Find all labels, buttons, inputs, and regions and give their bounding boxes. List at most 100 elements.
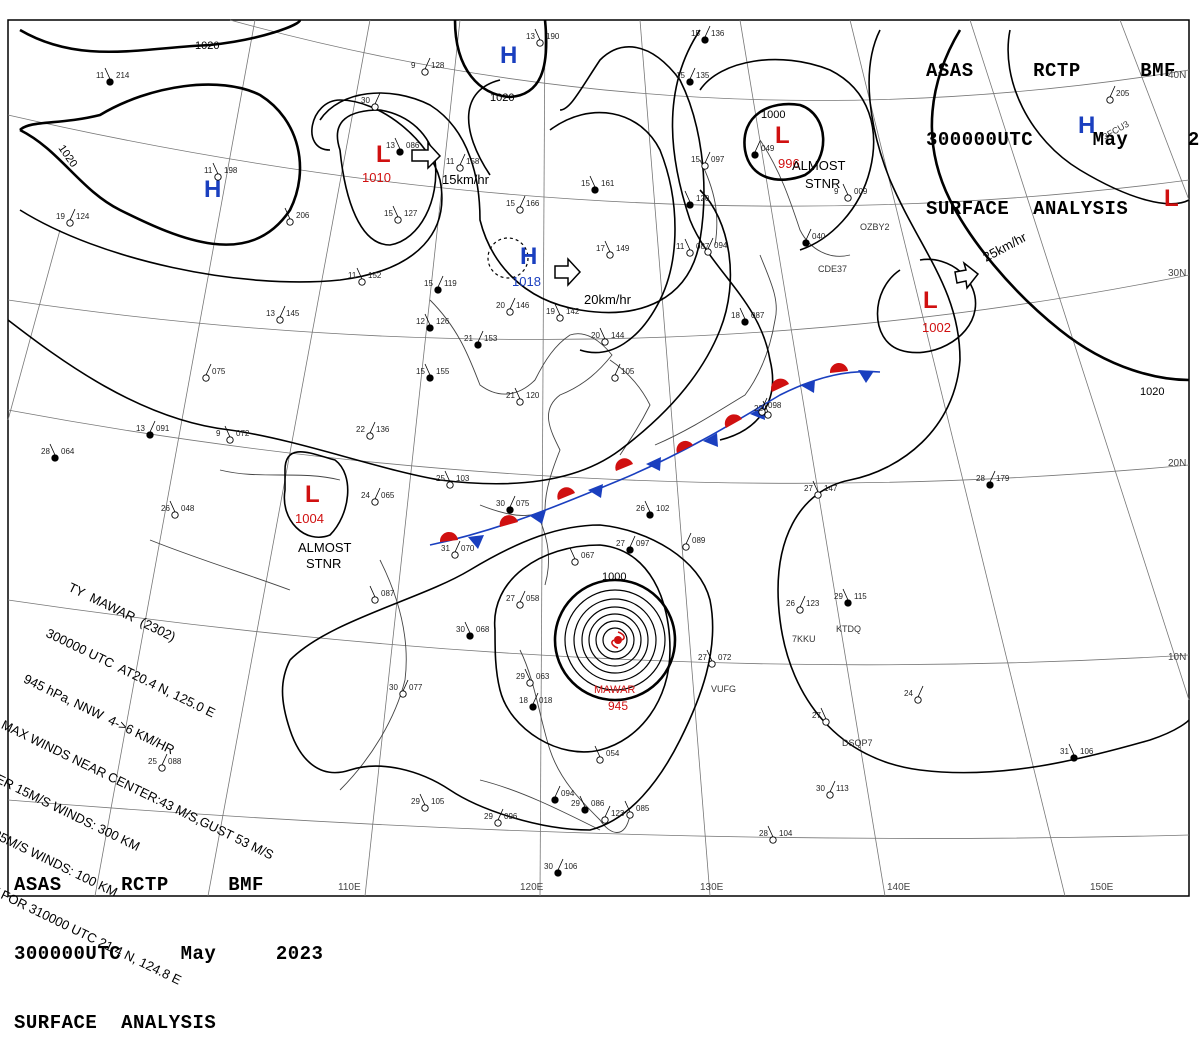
station-temperature: 26 (786, 599, 795, 608)
front-cold-triangles (468, 370, 874, 549)
station-pressure: 152 (368, 271, 382, 280)
stationary-front (429, 362, 881, 549)
station-temperature: 30 (816, 784, 825, 793)
meridian-150e (849, 19, 1066, 897)
station-circle-icon (844, 194, 852, 202)
station-temperature: 9 (834, 187, 839, 196)
station-temperature: 24 (904, 689, 913, 698)
station-circle-icon (701, 36, 709, 44)
station-circle-icon (396, 148, 404, 156)
wind-barb-icon (356, 267, 363, 280)
station-pressure: 147 (824, 484, 838, 493)
wind-barb-icon (402, 679, 409, 692)
station-plot: 18 087 (731, 307, 765, 326)
wind-barb-icon (629, 535, 636, 548)
front-warm-semicircles (439, 362, 848, 542)
station-circle-icon (536, 39, 544, 47)
station-plot: 27 (812, 707, 830, 726)
station-pressure: 009 (854, 187, 868, 196)
typhoon-ring-5 (595, 620, 635, 660)
ship-id-label: KTDQ (836, 624, 861, 634)
high-center-north: H (500, 42, 517, 69)
wind-barb-icon (1068, 743, 1075, 756)
station-pressure: 087 (696, 242, 710, 251)
station-temperature: 25 (436, 474, 445, 483)
isobar-1012-low (336, 109, 437, 246)
station-pressure: 161 (601, 179, 615, 188)
wind-barb-icon (767, 825, 774, 838)
wind-barb-icon (374, 92, 381, 105)
station-circle-icon (426, 374, 434, 382)
motion-label-2: 20km/hr (584, 292, 632, 307)
station-circle-icon (451, 551, 459, 559)
wind-barb-icon (1109, 85, 1116, 98)
station-temperature: 29 (834, 592, 843, 601)
station-circle-icon (814, 491, 822, 499)
station-circle-icon (529, 703, 537, 711)
station-temperature: 11 (204, 166, 213, 175)
station-plot: 11 198 (204, 162, 238, 181)
wind-barb-icon (279, 305, 286, 318)
wind-barb-icon (104, 67, 111, 80)
station-temperature: 30 (389, 683, 398, 692)
station-plot: 15 166 (506, 195, 540, 214)
station-pressure: 142 (566, 307, 580, 316)
wind-barb-icon (842, 588, 849, 601)
station-pressure: 054 (606, 749, 620, 758)
lon-label-130e: 130E (700, 882, 724, 893)
wind-barb-icon (497, 808, 504, 821)
low-center-1004: L (305, 481, 320, 508)
parallel-30n (7, 274, 1190, 340)
station-temperature: 15 (676, 71, 685, 80)
wind-barb-icon (557, 858, 564, 871)
station-plot: 067 (569, 547, 595, 566)
motion-arrow-1 (411, 141, 442, 170)
station-plot: 049 (751, 140, 775, 159)
isobar-1016-west (19, 99, 443, 283)
station-plot: 087 (369, 585, 395, 604)
station-circle-icon (556, 314, 564, 322)
isobar-label-6: 1020 (1140, 386, 1164, 398)
station-temperature: 15 (581, 179, 590, 188)
chart-header-bottom: ASAS RCTP BMF 300000UTC May 2023 SURFACE… (14, 828, 323, 1058)
wind-barb-icon (739, 307, 746, 320)
isobar-1004-india-low (283, 451, 349, 538)
low-center-1002: L (923, 287, 938, 314)
wind-barb-icon (454, 540, 461, 553)
isobar-1020-west-h (19, 83, 302, 246)
station-temperature: 29 (571, 799, 580, 808)
station-plot: 29 105 (411, 793, 445, 812)
station-circle-icon (466, 632, 474, 640)
station-pressure: 102 (656, 504, 670, 513)
wind-barb-icon (589, 175, 596, 188)
meridian-170e (1119, 19, 1190, 201)
station-pressure: 086 (591, 799, 605, 808)
station-circle-icon (646, 511, 654, 519)
station-plot: 085 (624, 800, 650, 819)
station-pressure: 040 (812, 232, 826, 241)
pressure-values: 1018 1010 996 1002 1004 (295, 156, 951, 526)
graticule-labels: 40N 30N 20N 10N 110E 120E 130E 140E 150E (338, 70, 1186, 893)
ship-id-label: 7KKU (792, 634, 816, 644)
typhoon-ring-2 (573, 598, 657, 682)
meridian-100e (207, 19, 371, 897)
station-plot: 105 (611, 363, 635, 382)
station-plot: 12 126 (416, 313, 450, 332)
station-temperature: 29 (516, 672, 525, 681)
indochina-coast (339, 559, 407, 791)
motion-arrows (411, 141, 980, 290)
wind-barb-icon (684, 190, 691, 203)
station-temperature: 18 (731, 311, 740, 320)
station-circle-icon (446, 481, 454, 489)
wind-barb-icon (805, 228, 812, 241)
lat-label-40n: 40N (1168, 70, 1186, 81)
header-line-2: 300000UTC May 2023 (14, 943, 324, 965)
station-plot: 15 127 (384, 205, 418, 224)
station-plot: 21 120 (506, 387, 540, 406)
station-circle-icon (286, 218, 294, 226)
station-circle-icon (554, 869, 562, 877)
typhoon-symbol-icon (611, 631, 625, 649)
wind-barb-icon (224, 425, 231, 438)
station-temperature: 15 (384, 209, 393, 218)
wind-barb-icon (829, 780, 836, 793)
